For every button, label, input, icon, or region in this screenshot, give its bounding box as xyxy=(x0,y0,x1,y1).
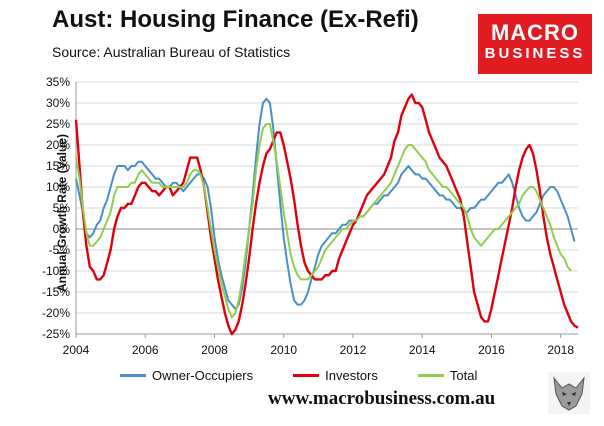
x-tick-label: 2018 xyxy=(547,343,574,357)
y-tick-label: 15% xyxy=(46,159,70,173)
legend-swatch-total xyxy=(417,374,444,377)
wolf-logo-icon xyxy=(548,372,590,414)
y-tick-label: 20% xyxy=(46,138,70,152)
legend-label-total: Total xyxy=(449,368,478,383)
x-tick-label: 2016 xyxy=(478,343,505,357)
y-tick-label: -15% xyxy=(42,285,70,299)
series-line-total xyxy=(75,123,572,319)
y-tick-label: -10% xyxy=(42,264,70,278)
x-tick-label: 2004 xyxy=(63,343,90,357)
x-tick-label: 2014 xyxy=(409,343,436,357)
legend-label-investors: Investors xyxy=(325,368,378,383)
x-tick-label: 2012 xyxy=(340,343,367,357)
legend-item-investors: Investors xyxy=(293,368,378,383)
y-tick-label: 25% xyxy=(46,117,70,131)
chart-legend: Owner-Occupiers Investors Total xyxy=(120,368,517,383)
legend-swatch-investors xyxy=(293,374,320,377)
logo-line1: MACRO xyxy=(490,20,580,45)
y-tick-label: 10% xyxy=(46,180,70,194)
legend-swatch-owner-occupiers xyxy=(120,374,146,377)
y-tick-label: -5% xyxy=(49,243,71,257)
footer-url[interactable]: www.macrobusiness.com.au xyxy=(268,388,496,409)
x-tick-label: 2010 xyxy=(270,343,297,357)
series-line-investors xyxy=(74,93,579,336)
chart-title: Aust: Housing Finance (Ex-Refi) xyxy=(52,6,419,33)
x-tick-label: 2008 xyxy=(201,343,228,357)
macrobusiness-logo[interactable]: MACRO BUSINESS xyxy=(478,14,592,74)
legend-item-owner-occupiers: Owner-Occupiers xyxy=(120,368,253,383)
series-line-owner-occupiers xyxy=(75,97,576,310)
logo-line2: BUSINESS xyxy=(484,45,586,62)
x-tick-label: 2006 xyxy=(132,343,159,357)
y-tick-label: -20% xyxy=(42,306,70,320)
chart-source: Source: Australian Bureau of Statistics xyxy=(52,44,291,60)
y-axis-label: Annual Growth Rate (Value) xyxy=(55,134,69,293)
legend-item-total: Total xyxy=(417,368,478,383)
legend-label-owner-occupiers: Owner-Occupiers xyxy=(152,368,254,383)
y-tick-label: 0% xyxy=(53,222,71,236)
y-tick-label: 30% xyxy=(46,96,70,110)
y-tick-label: 35% xyxy=(46,75,70,89)
y-tick-label: 5% xyxy=(53,201,71,215)
y-tick-label: -25% xyxy=(42,327,70,341)
